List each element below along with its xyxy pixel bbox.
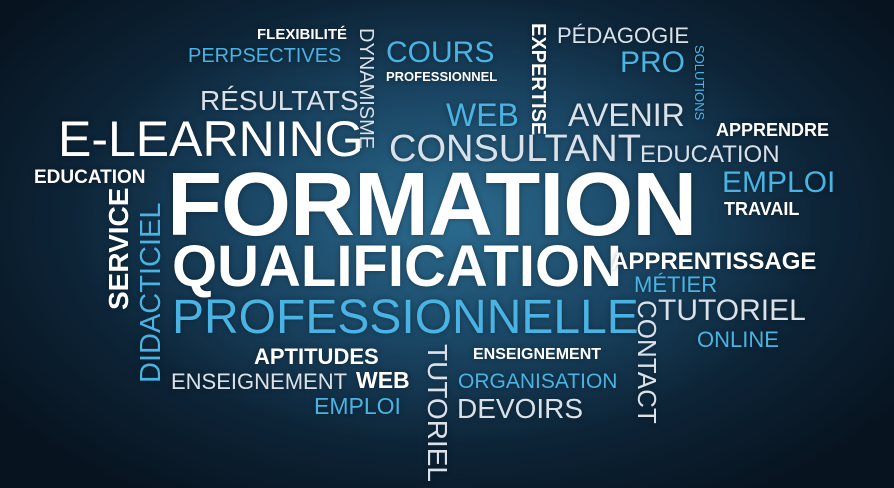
word-travail: TRAVAIL <box>724 199 800 219</box>
word-devoirs: DEVOIRS <box>457 393 584 424</box>
word-avenir: AVENIR <box>568 97 685 133</box>
word-formation: FORMATION <box>167 155 697 255</box>
word-metier: MÉTIER <box>634 272 718 297</box>
word-apprentissage: APPRENTISSAGE <box>611 248 817 275</box>
word-education-left: EDUCATION <box>34 167 146 188</box>
word-solutions: SOLUTIONS <box>692 45 707 121</box>
word-cours: COURS <box>386 36 495 69</box>
word-expertise: EXPERTISE <box>527 23 549 136</box>
word-professionnelle: PROFESSIONNELLE <box>172 291 639 344</box>
word-apprendre: APPRENDRE <box>716 120 830 140</box>
word-tutoriel-right: TUTORIEL <box>658 294 806 327</box>
word-professionnel: PROFESSIONNEL <box>386 69 498 84</box>
word-consultant: CONSULTANT <box>389 128 641 170</box>
word-tutoriel-vertical: TUTORIEL <box>422 344 453 482</box>
word-enseignement-light: ENSEIGNEMENT <box>171 369 348 394</box>
word-didacticiel: DIDACTICIEL <box>135 202 167 383</box>
word-education-right: EDUCATION <box>640 141 780 168</box>
word-aptitudes: APTITUDES <box>254 344 379 369</box>
word-online: ONLINE <box>697 327 779 352</box>
word-e-learning: E-LEARNING <box>58 111 364 167</box>
word-contact: CONTACT <box>632 300 662 424</box>
word-web-top: WEB <box>446 97 519 133</box>
word-perspectives: PERPSECTIVES <box>188 45 342 67</box>
word-resultats: RÉSULTATS <box>200 85 359 116</box>
word-enseignement-bold: ENSEIGNEMENT <box>473 346 602 363</box>
word-emploi-bottom: EMPLOI <box>314 393 401 419</box>
word-emploi-right: EMPLOI <box>722 166 836 199</box>
word-flexibilite: FLEXIBILITÉ <box>257 26 347 43</box>
word-organisation: ORGANISATION <box>458 370 618 393</box>
word-pedagogie: PÉDAGOGIE <box>557 23 690 48</box>
word-web-bottom: WEB <box>356 367 410 393</box>
word-service: SERVICE <box>103 187 134 310</box>
word-qualification: QUALIFICATION <box>172 234 622 299</box>
word-pro: PRO <box>620 46 686 79</box>
